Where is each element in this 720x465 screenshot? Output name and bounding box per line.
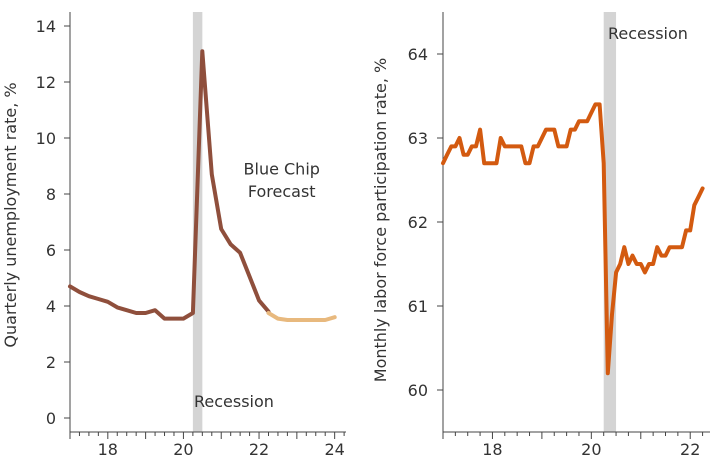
x-tick-label: 24	[324, 440, 344, 459]
y-tick-label: 12	[36, 73, 56, 92]
forecast-annotation: Blue Chip	[244, 159, 320, 178]
right-chart-panel: 60 61 62 63 64 18 20 22 Recession Monthly labor f…	[371, 12, 710, 459]
y-tick-label: 4	[46, 297, 56, 316]
x-tick-label: 22	[249, 440, 269, 459]
x-tick-label: 20	[173, 440, 193, 459]
y-tick-label: 14	[36, 17, 56, 36]
x-tick-label: 20	[581, 440, 601, 459]
recession-label: Recession	[608, 24, 688, 43]
forecast-annotation: Forecast	[248, 182, 316, 201]
y-tick-label: 64	[408, 45, 428, 64]
y-tick-label: 8	[46, 185, 56, 204]
y-tick-label: 0	[46, 409, 56, 428]
y-tick-label: 60	[408, 381, 428, 400]
x-tick-label: 18	[482, 440, 502, 459]
y-tick-label: 62	[408, 213, 428, 232]
x-tick-label: 18	[98, 440, 118, 459]
series-line-1	[266, 311, 337, 322]
series-line-0	[68, 49, 271, 321]
y-tick-label: 2	[46, 353, 56, 372]
series-line-0	[441, 102, 705, 376]
y-axis-label: Quarterly unemployment rate, %	[1, 82, 20, 347]
y-axis-label: Monthly labor force participation rate, …	[371, 58, 390, 382]
y-tick-label: 61	[408, 297, 428, 316]
y-tick-label: 6	[46, 241, 56, 260]
y-tick-label: 10	[36, 129, 56, 148]
y-tick-label: 63	[408, 129, 428, 148]
recession-label: Recession	[194, 392, 274, 411]
x-tick-label: 22	[680, 440, 700, 459]
